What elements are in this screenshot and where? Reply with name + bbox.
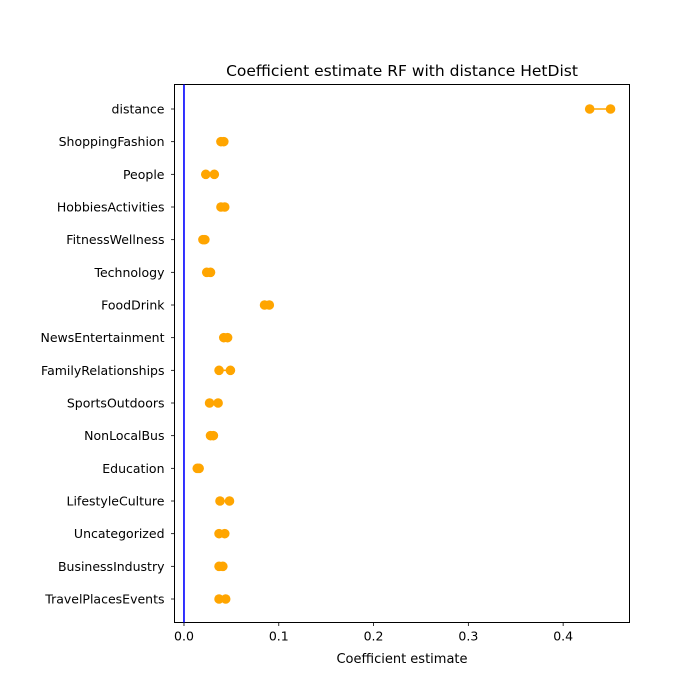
y-tick-label: TravelPlacesEvents	[44, 592, 164, 607]
dumbbell-distance	[584, 104, 616, 114]
y-tick-label: BusinessIndustry	[58, 559, 165, 574]
range-end-point	[225, 365, 236, 376]
dumbbell-Education	[192, 463, 204, 474]
range-end-point	[200, 234, 210, 245]
dumbbell-NonLocalBus	[205, 430, 219, 441]
dumbbell-SportsOutdoors	[204, 398, 223, 408]
dumbbell-People	[200, 169, 220, 180]
dumbbell-FitnessWellness	[198, 234, 210, 245]
dumbbell-series	[192, 104, 616, 604]
range-start-point	[214, 365, 224, 376]
x-axis-label: Coefficient estimate	[336, 652, 467, 667]
range-end-point	[208, 430, 219, 441]
y-tick-label: NonLocalBus	[84, 428, 164, 443]
range-end-point	[209, 169, 220, 180]
x-tick-label: 0.2	[364, 629, 384, 644]
x-tick-label: 0.0	[174, 629, 194, 644]
y-tick-label: People	[123, 167, 165, 182]
range-end-point	[219, 202, 230, 212]
range-start-point	[584, 104, 595, 114]
range-end-point	[219, 528, 230, 539]
x-tick-label: 0.4	[553, 629, 573, 644]
y-axis: distance ShoppingFashion People HobbiesActi…	[41, 102, 175, 607]
dumbbell-BusinessIndustry	[214, 561, 228, 572]
y-tick-label: Uncategorized	[74, 526, 165, 541]
range-start-point	[204, 398, 215, 408]
y-tick-label: distance	[112, 102, 165, 117]
x-axis: 0.0 0.1 0.2 0.3 0.4	[174, 622, 573, 644]
y-tick-label: SportsOutdoors	[67, 396, 165, 411]
y-tick-label: ShoppingFashion	[59, 134, 165, 149]
range-end-point	[264, 300, 275, 310]
range-end-point	[605, 104, 616, 114]
x-tick-label: 0.3	[458, 629, 478, 644]
range-end-point	[222, 332, 233, 343]
y-tick-label: FamilyRelationships	[41, 363, 164, 378]
range-end-point	[224, 496, 235, 506]
x-tick-label: 0.1	[269, 629, 289, 644]
dumbbell-FamilyRelationships	[214, 365, 236, 376]
range-start-point	[214, 594, 224, 604]
range-start-point	[215, 496, 225, 506]
dumbbell-Uncategorized	[214, 528, 230, 539]
y-tick-label: FitnessWellness	[66, 232, 164, 247]
plot-frame	[174, 84, 630, 623]
range-end-point	[218, 561, 228, 572]
dumbbell-FoodDrink	[259, 300, 275, 310]
dumbbell-TravelPlacesEvents	[214, 594, 231, 604]
y-tick-label: FoodDrink	[101, 298, 165, 313]
dumbbell-NewsEntertainment	[218, 332, 233, 343]
chart-title: Coefficient estimate RF with distance He…	[226, 62, 578, 80]
dumbbell-ShoppingFashion	[216, 136, 229, 147]
y-tick-label: Technology	[93, 265, 165, 280]
dumbbell-Technology	[201, 267, 216, 278]
dumbbell-LifestyleCulture	[215, 496, 235, 506]
range-end-point	[205, 267, 216, 278]
range-start-point	[200, 169, 211, 180]
range-end-point	[194, 463, 204, 474]
y-tick-label: Education	[102, 461, 164, 476]
range-end-point	[213, 398, 223, 408]
y-tick-label: NewsEntertainment	[41, 330, 165, 345]
dumbbell-HobbiesActivities	[216, 202, 230, 212]
range-end-point	[218, 136, 229, 147]
y-tick-label: LifestyleCulture	[66, 494, 164, 509]
y-tick-label: HobbiesActivities	[57, 200, 165, 215]
range-end-point	[220, 594, 231, 604]
